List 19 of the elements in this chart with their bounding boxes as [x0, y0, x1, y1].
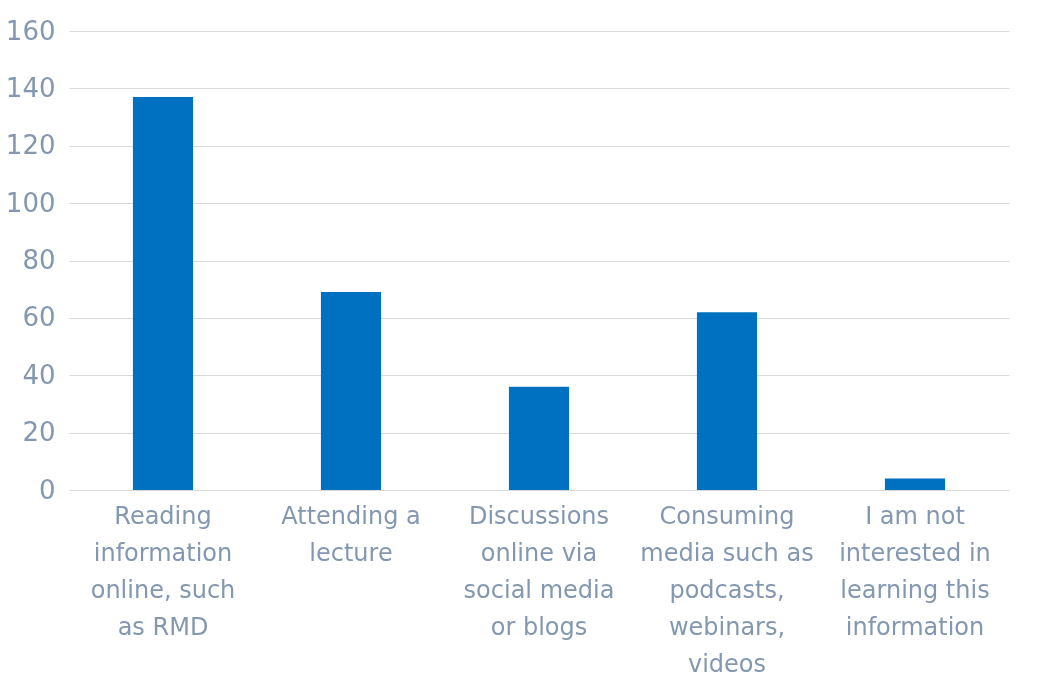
bar: [696, 312, 758, 490]
y-tick-label: 0: [38, 474, 56, 505]
x-tick-label: Discussions online via social media or blogs: [463, 501, 615, 641]
x-tick-label: Consuming media such as podcasts, webinars, videos: [640, 501, 814, 678]
y-tick-label: 160: [5, 15, 56, 46]
y-tick-label: 40: [22, 359, 56, 390]
x-tick-label: I am not interested in learning this information: [839, 501, 991, 641]
x-tick-label: Reading information online, such as RMD: [90, 501, 236, 641]
y-tick-label: 120: [5, 130, 56, 161]
y-tick-label: 140: [5, 72, 56, 103]
y-tick-label: 20: [22, 417, 56, 448]
x-tick-label: Attending a lecture: [281, 501, 421, 567]
bar: [508, 386, 570, 490]
bar: [320, 292, 382, 490]
bar: [132, 96, 194, 490]
y-tick-label: 100: [5, 187, 56, 218]
bar: [884, 478, 946, 490]
y-tick-label: 80: [22, 245, 56, 275]
y-tick-label: 60: [22, 302, 56, 333]
